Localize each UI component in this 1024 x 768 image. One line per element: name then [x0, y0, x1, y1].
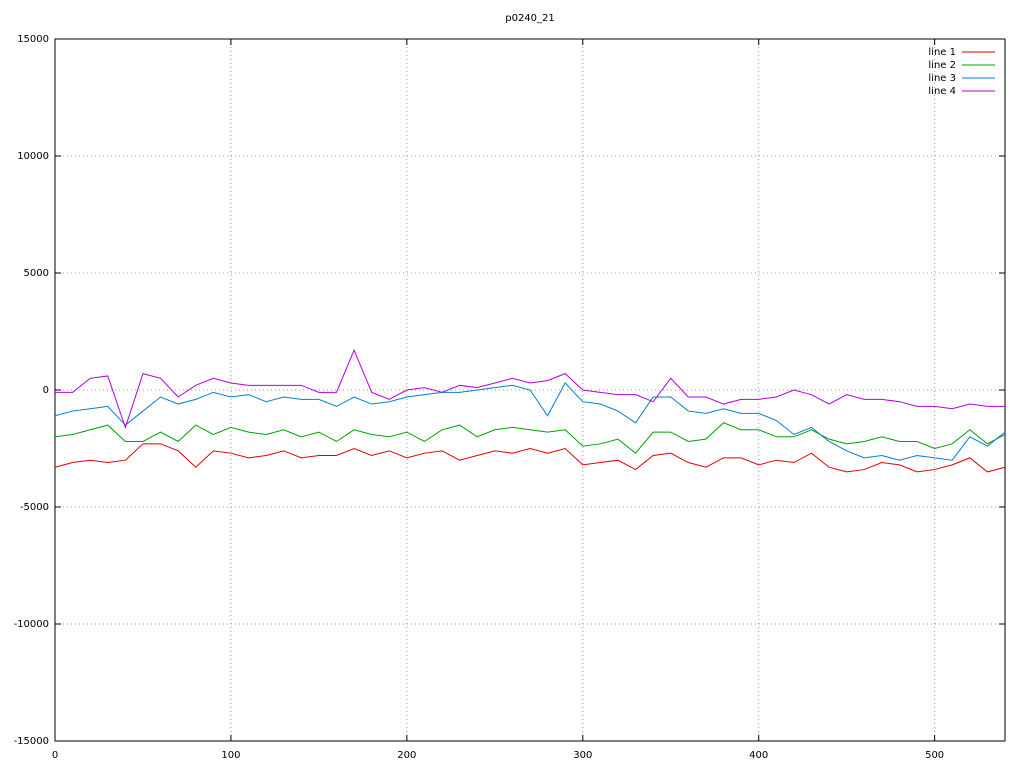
x-tick-label: 200 [397, 750, 416, 761]
data-line [55, 348, 1005, 430]
y-tick-label: -15000 [14, 736, 49, 747]
x-tick-label: 400 [749, 750, 768, 761]
legend-label: line 1 [928, 47, 956, 58]
x-tick-label: 300 [573, 750, 592, 761]
y-tick-label: -10000 [14, 619, 49, 630]
plot-frame [54, 38, 1006, 742]
chart-title: p0240_21 [505, 13, 555, 24]
y-tick-label: 5000 [24, 268, 49, 279]
x-tick-label: 0 [52, 750, 58, 761]
legend-label: line 4 [928, 86, 956, 97]
data-line [54, 382, 1006, 461]
x-tick-label: 500 [925, 750, 944, 761]
y-tick-label: 15000 [17, 34, 49, 45]
data-line [54, 422, 1006, 454]
legend-label: line 2 [928, 60, 956, 71]
y-tick-label: 10000 [17, 151, 49, 162]
y-tick-label: 0 [43, 385, 49, 396]
data-line [54, 443, 1006, 473]
x-tick-label: 100 [221, 750, 240, 761]
legend-label: line 3 [928, 73, 956, 84]
y-tick-label: -5000 [20, 502, 49, 513]
